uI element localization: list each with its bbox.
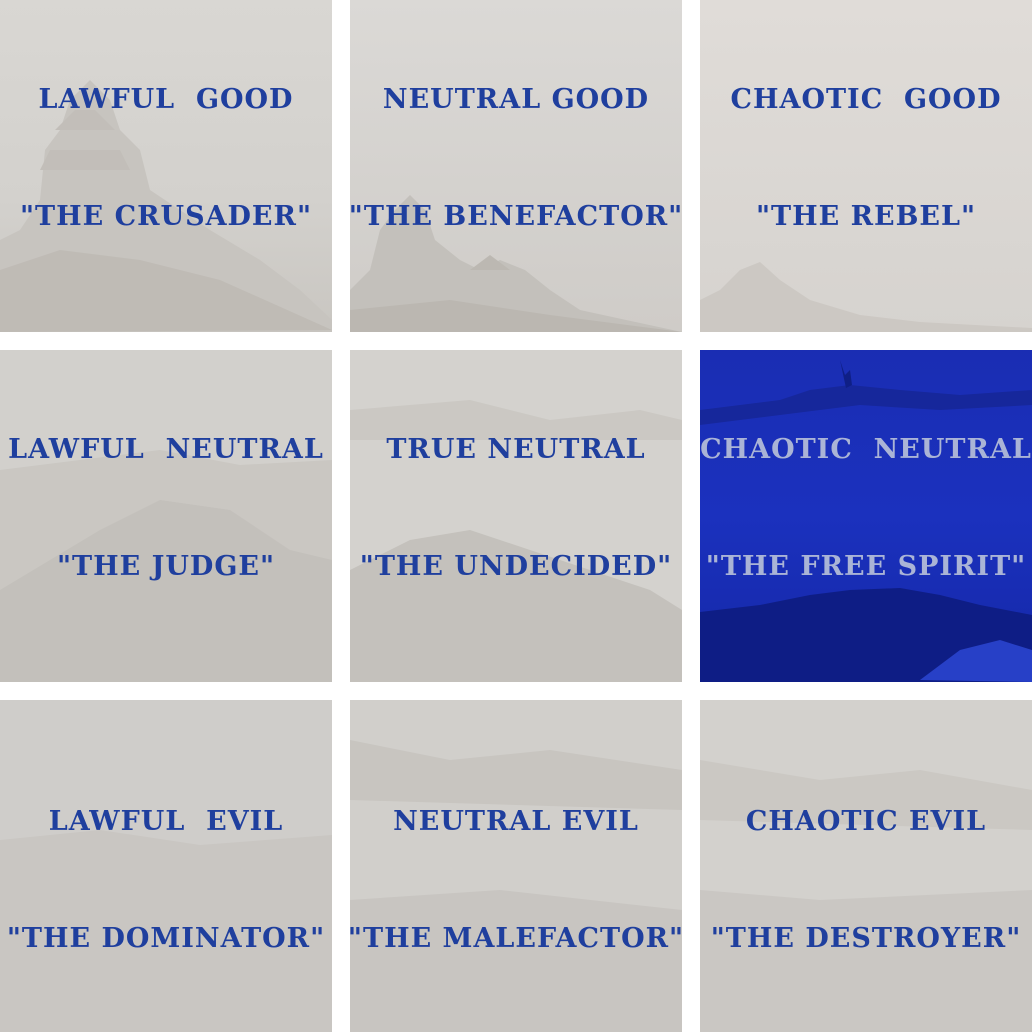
cell-neutral-good[interactable]: NEUTRAL GOOD "THE BENEFACTOR" xyxy=(350,0,682,332)
alignment-name: NEUTRAL EVIL xyxy=(393,806,639,837)
alignment-title: "THE BENEFACTOR" xyxy=(350,201,682,232)
alignment-label: CHAOTIC EVIL "THE DESTROYER" xyxy=(711,724,1022,1032)
cell-chaotic-good[interactable]: CHAOTIC GOOD "THE REBEL" xyxy=(700,0,1032,332)
alignment-label: CHAOTIC GOOD "THE REBEL" xyxy=(731,2,1002,314)
rocky-landscape-image xyxy=(350,350,682,682)
alignment-label: LAWFUL EVIL "THE DOMINATOR" xyxy=(7,724,325,1032)
alignment-label: NEUTRAL EVIL "THE MALEFACTOR" xyxy=(350,724,682,1032)
alignment-name: CHAOTIC GOOD xyxy=(730,84,1002,115)
alignment-label: NEUTRAL GOOD "THE BENEFACTOR" xyxy=(350,2,682,314)
ocean-landscape-image xyxy=(0,700,332,1032)
alignment-title: "THE MALEFACTOR" xyxy=(350,923,682,954)
cell-true-neutral[interactable]: TRUE NEUTRAL "THE UNDECIDED" xyxy=(350,350,682,682)
alignment-name: CHAOTIC NEUTRAL xyxy=(700,434,1032,465)
alignment-title: "THE DOMINATOR" xyxy=(6,923,326,954)
rocky-landscape-image xyxy=(0,350,332,682)
ocean-landscape-image xyxy=(700,700,1032,1032)
ocean-landscape-image xyxy=(350,700,682,1032)
cell-lawful-neutral[interactable]: LAWFUL NEUTRAL "THE JUDGE" xyxy=(0,350,332,682)
alignment-title: "THE JUDGE" xyxy=(56,551,276,582)
castle-landscape-image xyxy=(0,0,332,332)
cell-neutral-evil[interactable]: NEUTRAL EVIL "THE MALEFACTOR" xyxy=(350,700,682,1032)
mountain-landscape-image xyxy=(700,0,1032,332)
alignment-title: "THE REBEL" xyxy=(755,201,977,232)
castle-landscape-image xyxy=(350,0,682,332)
alignment-name: TRUE NEUTRAL xyxy=(386,434,646,465)
alignment-title: "THE CRUSADER" xyxy=(19,201,313,232)
alignment-title: "THE UNDECIDED" xyxy=(359,551,673,582)
cell-chaotic-neutral[interactable]: CHAOTIC NEUTRAL "THE FREE SPIRIT" xyxy=(700,350,1032,682)
cell-lawful-good[interactable]: LAWFUL GOOD "THE CRUSADER" xyxy=(0,0,332,332)
alignment-label: TRUE NEUTRAL "THE UNDECIDED" xyxy=(360,352,672,664)
alignment-name: CHAOTIC EVIL xyxy=(745,806,987,837)
cell-lawful-evil[interactable]: LAWFUL EVIL "THE DOMINATOR" xyxy=(0,700,332,1032)
alignment-title: "THE DESTROYER" xyxy=(710,923,1022,954)
alignment-label: LAWFUL GOOD "THE CRUSADER" xyxy=(20,2,312,314)
alignment-label: CHAOTIC NEUTRAL "THE FREE SPIRIT" xyxy=(700,352,1032,664)
cell-chaotic-evil[interactable]: CHAOTIC EVIL "THE DESTROYER" xyxy=(700,700,1032,1032)
alignment-name: LAWFUL NEUTRAL xyxy=(8,434,324,465)
alignment-label: LAWFUL NEUTRAL "THE JUDGE" xyxy=(8,352,324,664)
alignment-name: LAWFUL EVIL xyxy=(48,806,284,837)
alignment-name: NEUTRAL GOOD xyxy=(382,84,650,115)
tree-on-cliff-image xyxy=(700,350,1032,682)
alignment-name: LAWFUL GOOD xyxy=(38,84,294,115)
alignment-title: "THE FREE SPIRIT" xyxy=(705,551,1027,582)
